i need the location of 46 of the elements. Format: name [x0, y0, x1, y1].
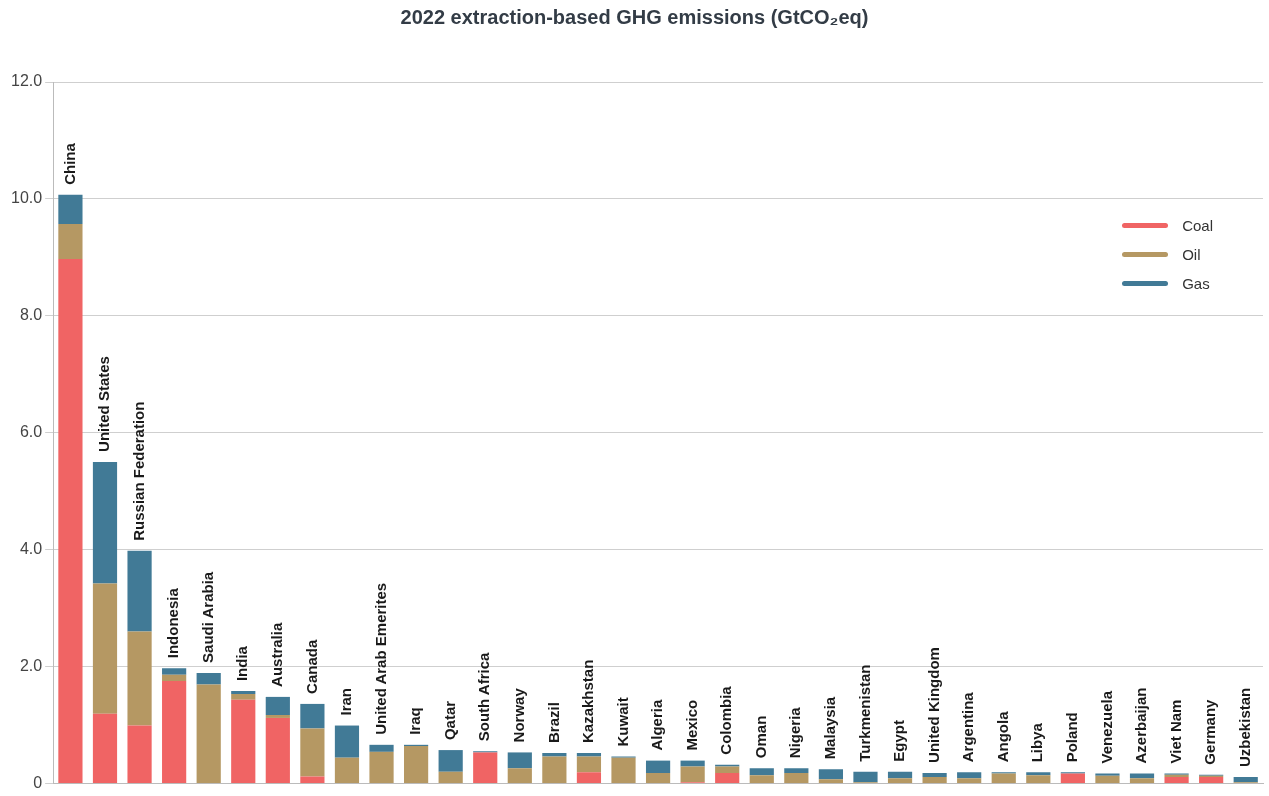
x-tick-label: Australia [267, 622, 285, 687]
chart-title: 2022 extraction-based GHG emissions (GtCO₂eq) [399, 6, 870, 29]
x-tick-label: India [233, 645, 251, 682]
x-tick-label: Viet Nam [1166, 699, 1184, 764]
x-tick-label: Indonesia [164, 587, 182, 659]
x-tick-label: Kuwait [613, 697, 631, 747]
x-tick-label: Venezuela [1097, 690, 1115, 764]
x-tick-label: Canada [302, 639, 320, 694]
x-tick-label: Poland [1063, 712, 1081, 763]
x-tick-label: Brazil [544, 702, 562, 744]
x-tick-label: Russian Federation [129, 401, 147, 541]
x-tick-label: Nigeria [786, 706, 804, 759]
x-tick-label: South Africa [475, 651, 493, 742]
y-tick-label: 6.0 [19, 423, 43, 441]
y-tick-label: 10.0 [11, 189, 43, 207]
x-tick-label: Libya [1028, 722, 1046, 763]
x-tick-label: Colombia [717, 685, 735, 755]
x-tick-label: China [60, 142, 78, 185]
x-tick-label: Malaysia [821, 696, 839, 760]
x-tick-label: Oman [751, 715, 769, 759]
x-tick-label: Norway [509, 687, 527, 743]
x-tick-label: Azerbaijan [1132, 687, 1150, 764]
legend-label: Oil [1182, 246, 1201, 263]
y-tick-label: 12.0 [11, 72, 43, 90]
y-tick-label: 2.0 [19, 656, 43, 674]
x-tick-label: Qatar [440, 700, 458, 741]
x-tick-label: Egypt [890, 720, 908, 762]
x-tick-label: United Kingdom [924, 647, 942, 763]
x-tick-label: Algeria [648, 699, 666, 751]
x-tick-label: United States [95, 356, 113, 452]
y-tick-label: 4.0 [19, 540, 43, 558]
x-tick-label: United Arab Emerites [371, 582, 389, 735]
x-tick-label: Turkmenistan [855, 664, 873, 762]
x-tick-label: Iraq [406, 707, 424, 735]
x-tick-label: Iran [337, 688, 355, 716]
legend-label: Coal [1182, 217, 1213, 234]
x-tick-label: Mexico [682, 699, 700, 751]
x-tick-label: Argentina [959, 691, 977, 763]
x-tick-label: Germany [1201, 698, 1219, 765]
x-tick-label: Uzbekistan [1235, 687, 1253, 767]
y-tick-label: 0 [33, 773, 43, 791]
x-tick-label: Saudi Arabia [198, 571, 216, 663]
x-tick-label: Angola [993, 710, 1011, 763]
legend-label: Gas [1182, 275, 1210, 292]
y-tick-label: 8.0 [19, 306, 43, 324]
x-tick-label: Kazakhstan [579, 659, 597, 744]
